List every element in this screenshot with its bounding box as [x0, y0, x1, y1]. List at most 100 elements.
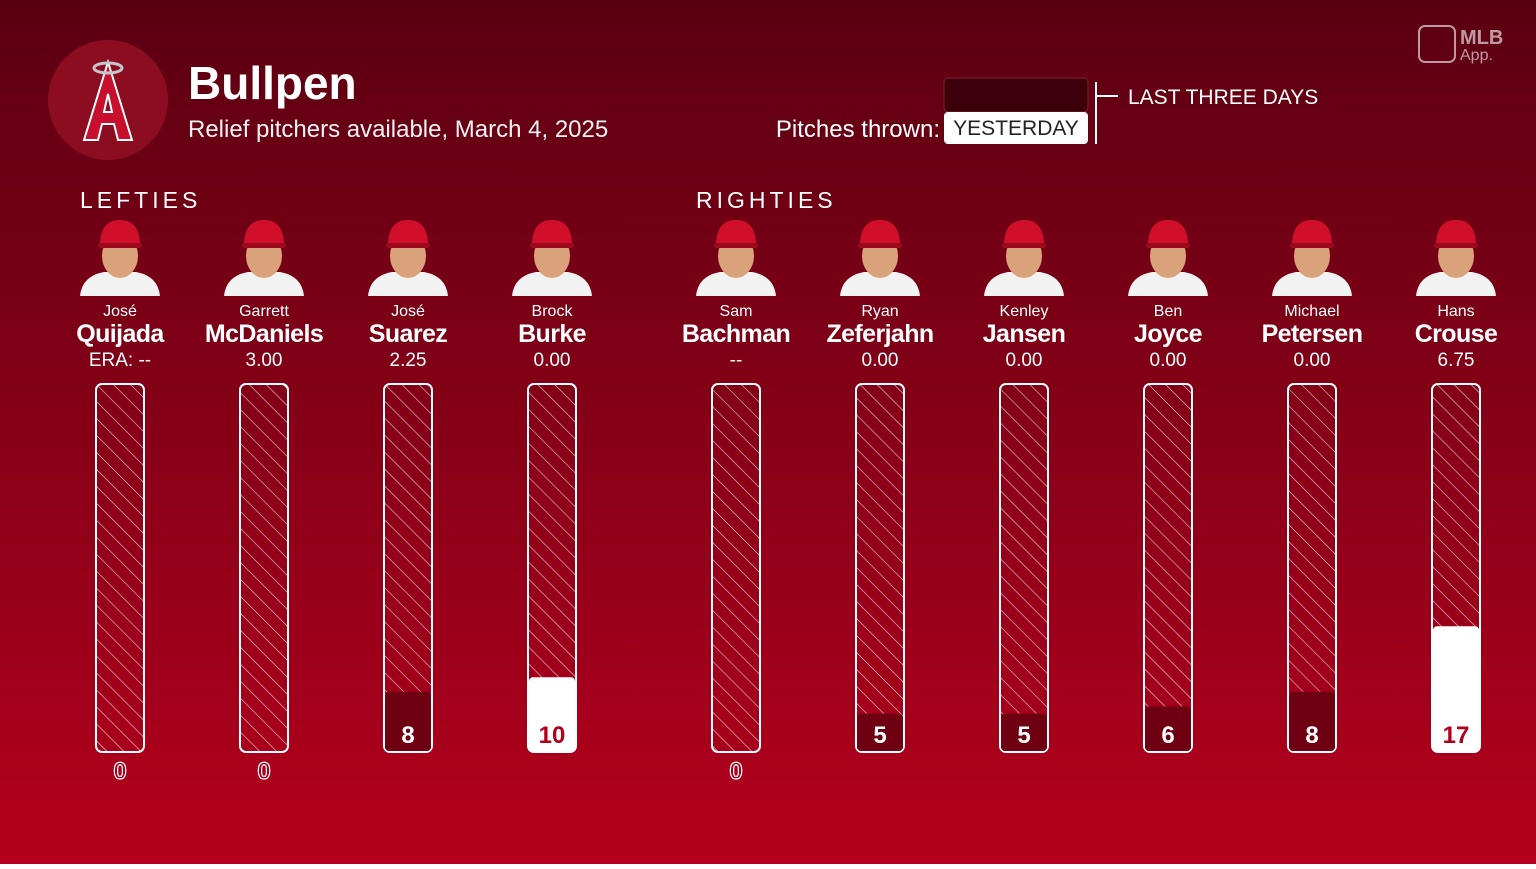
- last-name: Quijada: [76, 320, 165, 348]
- group-label: LEFTIES: [80, 187, 201, 213]
- bar: [1289, 691, 1335, 751]
- bar-label: 0: [257, 758, 270, 785]
- cap: [1148, 220, 1188, 246]
- cap-brim: [858, 243, 902, 248]
- headshot: [840, 220, 920, 296]
- era: 3.00: [246, 350, 283, 371]
- last-name: Petersen: [1262, 320, 1363, 348]
- era: ERA: --: [89, 350, 151, 371]
- last-name: Joyce: [1134, 320, 1203, 348]
- jersey: [984, 272, 1064, 296]
- last-name: Crouse: [1415, 320, 1498, 348]
- jersey: [224, 272, 304, 296]
- bar-label: 5: [873, 722, 886, 749]
- headshot: [1128, 220, 1208, 296]
- last-name: McDaniels: [205, 320, 323, 348]
- first-name: Michael: [1284, 303, 1339, 320]
- bar-track: [527, 383, 577, 753]
- jersey: [1416, 272, 1496, 296]
- bar-track: [239, 383, 289, 753]
- first-name: Garrett: [239, 303, 289, 320]
- last-name: Bachman: [682, 320, 790, 348]
- bar-label: 0: [113, 758, 126, 785]
- group-label: RIGHTIES: [696, 187, 837, 213]
- bar-track: [95, 383, 145, 753]
- bar: [1001, 713, 1047, 751]
- brand-sub: App.: [1460, 47, 1493, 64]
- headshot: [1272, 220, 1352, 296]
- brand-icon: [1418, 25, 1456, 63]
- jersey: [696, 272, 776, 296]
- bar: [1433, 626, 1479, 751]
- jersey: [1128, 272, 1208, 296]
- era: --: [730, 350, 743, 371]
- cap: [100, 220, 140, 246]
- last-name: Jansen: [983, 320, 1066, 348]
- cap-brim: [714, 243, 758, 248]
- cap-brim: [1434, 243, 1478, 248]
- bar-track: [383, 383, 433, 753]
- first-name: Sam: [720, 303, 753, 320]
- jersey: [80, 272, 160, 296]
- bar-track: [711, 383, 761, 753]
- bar-label: 0: [729, 758, 742, 785]
- bar: [529, 677, 575, 751]
- jersey: [840, 272, 920, 296]
- first-name: José: [103, 303, 137, 320]
- era: 0.00: [534, 350, 571, 371]
- headshot: [368, 220, 448, 296]
- bar-label: 8: [1305, 722, 1318, 749]
- era: 0.00: [1150, 350, 1187, 371]
- jersey: [1272, 272, 1352, 296]
- first-name: Brock: [532, 303, 574, 320]
- bar-label: 8: [401, 722, 414, 749]
- toggle-option[interactable]: LAST THREE DAYS: [1128, 86, 1318, 109]
- cap: [1004, 220, 1044, 246]
- bar-label: 6: [1161, 722, 1174, 749]
- cap: [1292, 220, 1332, 246]
- cap-brim: [386, 243, 430, 248]
- first-name: Ryan: [861, 303, 898, 320]
- cap: [532, 220, 572, 246]
- cap: [388, 220, 428, 246]
- toggle-selected[interactable]: [944, 112, 1088, 144]
- headshot: [984, 220, 1064, 296]
- cap-brim: [98, 243, 142, 248]
- cap-brim: [1290, 243, 1334, 248]
- bar-label: 10: [539, 722, 566, 749]
- last-name: Burke: [518, 320, 587, 348]
- cap-brim: [1002, 243, 1046, 248]
- cap-brim: [242, 243, 286, 248]
- era: 0.00: [1294, 350, 1331, 371]
- team-logo: [48, 40, 168, 160]
- title: Bullpen: [188, 57, 357, 109]
- cap: [1436, 220, 1476, 246]
- cap: [716, 220, 756, 246]
- headshot: [696, 220, 776, 296]
- headshot: [80, 220, 160, 296]
- brand-name: MLB: [1460, 27, 1503, 49]
- era: 2.25: [390, 350, 427, 371]
- era: 0.00: [862, 350, 899, 371]
- bar-track: [1143, 383, 1193, 753]
- toggle-label: Pitches thrown:: [776, 116, 940, 143]
- era: 6.75: [1438, 350, 1475, 371]
- toggle-track: [943, 77, 1089, 113]
- bar-track: [1287, 383, 1337, 753]
- jersey: [512, 272, 592, 296]
- cap-brim: [1146, 243, 1190, 248]
- last-name: Suarez: [369, 320, 447, 348]
- toggle-option[interactable]: YESTERDAY: [953, 117, 1079, 140]
- bar: [385, 691, 431, 751]
- headshot: [224, 220, 304, 296]
- bar-label: 17: [1443, 722, 1470, 749]
- bar-track: [999, 383, 1049, 753]
- cap: [244, 220, 284, 246]
- cap-brim: [530, 243, 574, 248]
- first-name: José: [391, 303, 425, 320]
- bar: [857, 713, 903, 751]
- toggle-bracket: [1095, 82, 1118, 144]
- jersey: [368, 272, 448, 296]
